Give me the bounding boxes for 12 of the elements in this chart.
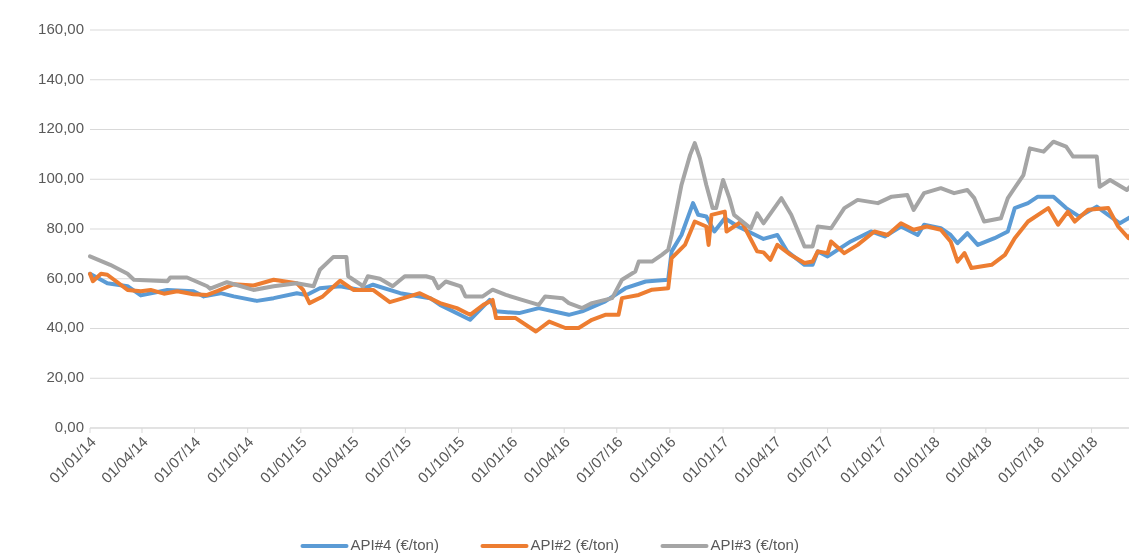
y-tick-label: 140,00 [38,69,84,87]
y-tick-label: 160,00 [38,19,84,37]
y-tick-label: 0,00 [54,417,84,435]
y-tick-label: 40,00 [46,318,84,336]
y-tick-label: 100,00 [38,169,84,187]
y-tick-label: 80,00 [46,218,84,236]
legend-label: API#2 (€/ton) [530,535,619,553]
y-tick-label: 120,00 [38,119,84,137]
y-tick-label: 20,00 [46,368,84,386]
legend-label: API#4 (€/ton) [350,535,439,553]
legend-label: API#3 (€/ton) [710,535,799,553]
y-tick-label: 60,00 [46,268,84,286]
